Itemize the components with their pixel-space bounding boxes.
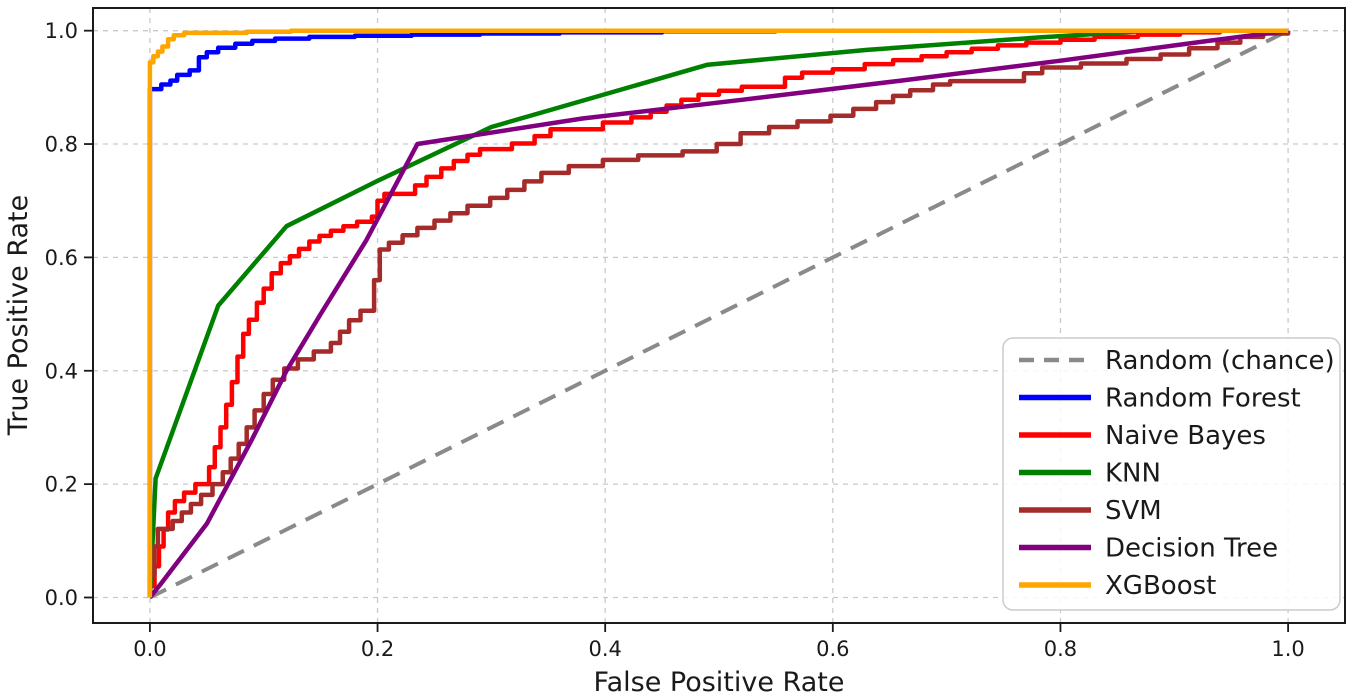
y-tick-label: 1.0 <box>45 19 78 43</box>
legend-label: XGBoost <box>1105 571 1216 601</box>
x-tick-label: 0.6 <box>816 637 849 661</box>
legend-label: SVM <box>1105 496 1162 526</box>
series-line-knn <box>147 28 1289 598</box>
legend-box <box>1002 337 1341 611</box>
legend-label: Random Forest <box>1105 384 1301 414</box>
x-axis-label: False Positive Rate <box>594 667 845 697</box>
y-tick-label: 0.8 <box>45 133 78 157</box>
x-tick-label: 0.4 <box>588 637 621 661</box>
x-tick-label: 0.2 <box>361 637 394 661</box>
legend-label: Random (chance) <box>1105 346 1335 376</box>
y-tick-label: 0.6 <box>45 246 78 270</box>
y-tick-label: 0.4 <box>45 359 78 383</box>
x-tick-label: 0.8 <box>1044 637 1077 661</box>
plot-border <box>92 7 1346 624</box>
legend-label: Decision Tree <box>1105 534 1278 564</box>
y-tick-label: 0.2 <box>45 473 78 497</box>
series-line-xgboost <box>147 28 1289 598</box>
series-layer <box>147 28 1291 600</box>
legend: Random (chance) Random Forest Naive Bayes K… <box>1002 337 1341 611</box>
series-line-naive-bayes <box>147 28 1289 598</box>
series-line-random-forest <box>147 28 1289 598</box>
series-line-svm <box>147 30 1291 598</box>
series-line-random-chance- <box>149 28 1289 600</box>
x-tick-label: 1.0 <box>1271 637 1304 661</box>
y-tick-label: 0.0 <box>45 586 78 610</box>
legend-label: KNN <box>1105 459 1161 489</box>
axes-layer: 0.0 0.2 0.4 0.6 0.8 1.0 0.0 0.2 0.4 0.6 0.8 1.0 <box>45 7 1346 661</box>
x-tick-label: 0.0 <box>133 637 166 661</box>
y-axis-label: True Positive Rate <box>3 195 34 437</box>
legend-label: Naive Bayes <box>1105 421 1266 451</box>
series-line-decision-tree <box>148 28 1289 599</box>
